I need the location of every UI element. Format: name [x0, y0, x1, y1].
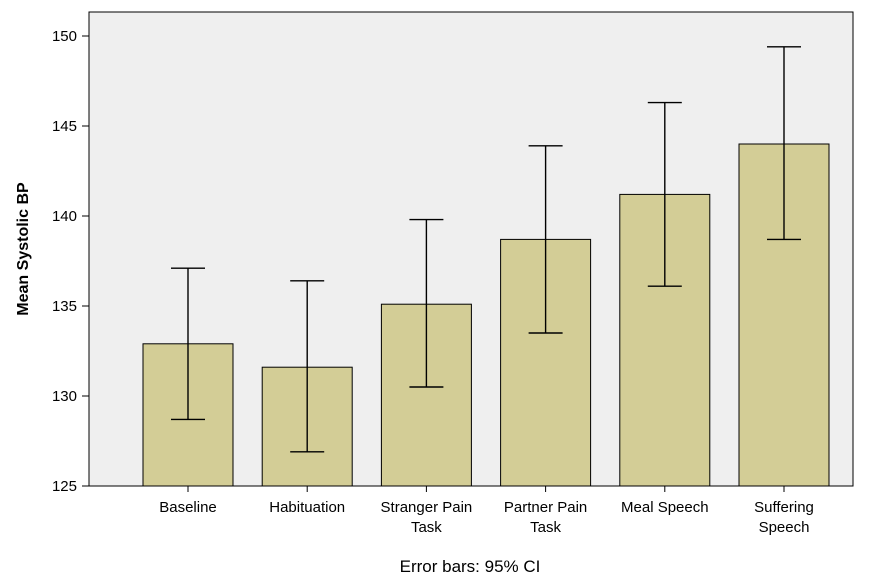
- y-axis: 125 130 135 140 145 150: [52, 28, 89, 495]
- x-axis: Baseline Habituation Stranger Pain Task Part…: [159, 486, 814, 536]
- y-tick-label: 125: [52, 478, 77, 495]
- x-tick-label: Habituation: [269, 499, 345, 516]
- y-tick-label: 140: [52, 208, 77, 225]
- x-tick-label: Partner Pain Task: [504, 499, 587, 536]
- y-axis-label: Mean Systolic BP: [15, 182, 32, 316]
- bars: [142, 46, 830, 487]
- x-tick-label: Stranger Pain Task: [381, 499, 473, 536]
- y-tick-label: 145: [52, 118, 77, 135]
- error-bars-caption: Error bars: 95% CI: [400, 557, 541, 576]
- y-tick-label: 130: [52, 388, 77, 405]
- y-tick-label: 150: [52, 28, 77, 45]
- x-tick-label: Meal Speech: [621, 499, 709, 516]
- y-tick-label: 135: [52, 298, 77, 315]
- x-tick-label: Baseline: [159, 499, 217, 516]
- x-tick-label: Suffering Speech: [754, 499, 814, 536]
